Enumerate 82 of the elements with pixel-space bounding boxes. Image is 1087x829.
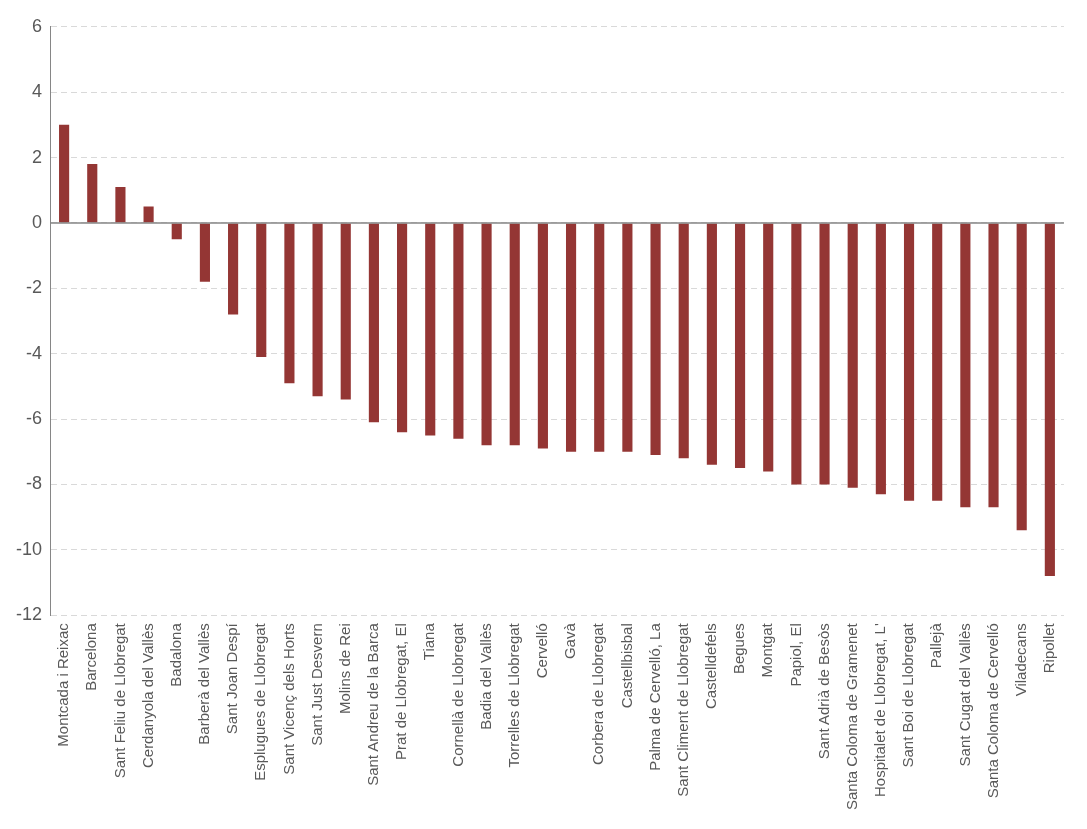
bar [903,223,915,501]
y-tick-label: 2 [32,146,43,167]
y-tick-label: 6 [32,15,43,36]
x-tick-label: Begues [730,623,748,675]
x-tick-label: Pallejà [927,622,945,669]
x-tick-label: Barcelona [82,622,100,691]
x-tick-label: Santa Coloma de Cervelló [983,623,1001,799]
y-tick-label: -10 [16,538,43,559]
bar [594,223,605,452]
x-tick-label: Cornellà de Llobregat [448,622,466,767]
bar [622,223,633,452]
x-tick-label: Sant Boi de Llobregat [899,622,917,768]
bar [115,186,126,223]
x-tick-label: Sant Feliu de Llobregat [110,622,128,779]
x-tick-label: Sant Cugat del Vallès [955,623,973,767]
bar [847,223,858,488]
bar [59,124,70,223]
bar [1016,223,1027,531]
bar [284,223,295,384]
x-tick-label: Torrelles de Llobregat [504,622,522,768]
bar [87,164,98,223]
x-tick-label: Barberà del Vallès [195,623,213,745]
x-tick-label: Castellbisbal [617,623,635,709]
bar [734,223,746,469]
bar [199,223,210,282]
bar [312,223,323,397]
x-tick-label: Ripollet [1040,622,1057,674]
x-tick-label: Sant Just Desvern [307,623,325,746]
bar [706,223,717,465]
bar [143,206,154,223]
y-tick-label: 4 [32,81,43,102]
x-tick-label: Prat de Llobregat, El [392,623,410,760]
bar [425,223,436,436]
x-tick-label: Molins de Rei [335,623,353,715]
bar [397,223,408,433]
y-tick-label: -12 [16,604,43,625]
bar [819,223,830,485]
bar [791,223,802,485]
y-tick-label: 0 [32,211,43,232]
bar [1044,223,1055,576]
bar [171,223,182,240]
bar [368,223,379,423]
bar [875,223,886,495]
x-tick-label: Sant Vicenç dels Horts [279,623,297,775]
bar [228,223,239,315]
bar [988,223,999,508]
x-tick-label: Santa Coloma de Gramenet [842,622,860,811]
x-tick-label: Montcada i Reixac [54,622,72,747]
x-tick-label: Sant Climent de Llobregat [673,622,691,797]
x-tick-label: Cerdanyola del Vallès [138,623,156,769]
x-tick-label: Badalona [166,622,184,687]
y-tick-label: -2 [26,277,43,298]
x-tick-label: Hospitalet de Llobregat, L' [871,623,889,798]
x-tick-label: Tiana [420,622,438,661]
x-tick-label: Viladecans [1011,623,1029,697]
bar [481,223,492,446]
bar [960,223,971,508]
bar [678,223,689,459]
bar [453,223,464,439]
x-tick-label: Badia del Vallès [476,623,494,730]
x-tick-label: Palma de Cervelló, La [645,622,663,771]
bar [650,223,661,456]
x-tick-label: Castelldefels [702,623,720,710]
bar [565,223,577,452]
y-tick-label: -6 [26,408,43,429]
bar [340,223,351,400]
x-tick-label: Corbera de Llobregat [589,622,607,765]
x-tick-label: Cervelló [533,623,551,679]
bar [256,223,267,357]
x-tick-label: Sant Adrià de Besòs [814,623,832,760]
bar [932,223,943,501]
x-tick-label: Sant Joan Despí [223,622,241,735]
x-tick-label: Papiol, El [786,623,804,687]
y-tick-label: -4 [26,342,43,363]
x-tick-label: Gavà [561,622,579,660]
bar [509,223,520,446]
bar [763,223,774,472]
x-tick-label: Montgat [758,622,776,678]
x-tick-label: Esplugues de Llobregat [251,622,269,781]
bar [537,223,548,449]
x-tick-label: Sant Andreu de la Barca [364,622,382,786]
y-tick-label: -8 [26,473,43,494]
